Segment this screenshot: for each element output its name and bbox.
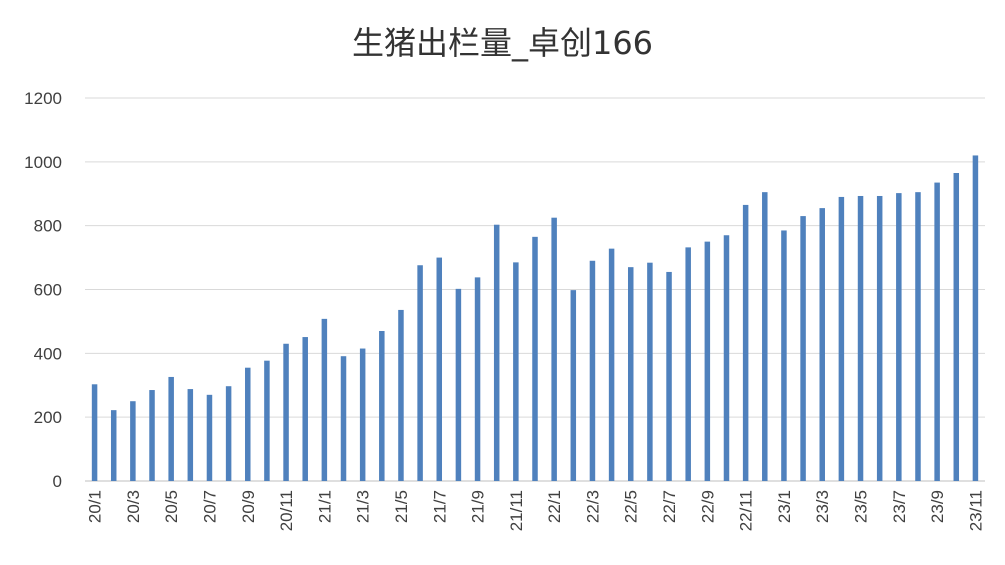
bars [91, 155, 979, 482]
bar [206, 394, 213, 481]
bar [838, 196, 845, 482]
bar [647, 262, 653, 481]
bar [953, 173, 960, 482]
y-tick-label: 800 [34, 217, 62, 236]
bar [436, 257, 443, 481]
x-tick-label: 20/1 [86, 490, 105, 523]
bar [283, 343, 289, 481]
x-tick-label: 22/3 [583, 490, 602, 523]
x-tick-label: 23/5 [852, 490, 871, 523]
bar [762, 192, 768, 481]
x-tick-label: 20/11 [277, 490, 296, 531]
y-tick-label: 0 [53, 472, 62, 491]
bar [704, 241, 711, 481]
x-tick-label: 20/7 [200, 490, 219, 523]
x-tick-label: 20/3 [124, 490, 143, 523]
bar [857, 195, 864, 481]
bar [493, 224, 500, 481]
bar [627, 267, 634, 481]
bar [474, 277, 481, 481]
bar [551, 217, 557, 481]
x-tick-label: 23/1 [775, 490, 794, 523]
x-tick-label: 23/7 [890, 490, 909, 523]
bar [168, 376, 174, 481]
chart-title: 生猪出栏量_卓创166 [351, 24, 654, 62]
bar [723, 235, 730, 481]
bar [264, 360, 270, 481]
bar [187, 389, 194, 481]
bar [896, 193, 902, 481]
x-tick-label: 23/3 [813, 490, 832, 523]
bar [915, 192, 921, 481]
x-tick-label: 22/9 [698, 490, 717, 523]
bar [398, 309, 404, 481]
y-tick-label: 1200 [24, 89, 62, 108]
bar [876, 195, 883, 481]
bar [972, 155, 979, 481]
bar [934, 182, 940, 481]
x-tick-label: 21/9 [469, 490, 488, 523]
bar [685, 247, 691, 481]
x-tick-label: 22/1 [545, 490, 564, 523]
bar [666, 271, 672, 481]
bar [513, 262, 519, 481]
bar [302, 337, 308, 481]
bar [608, 248, 615, 481]
bar [742, 204, 749, 481]
bar [379, 330, 385, 481]
bar [455, 288, 462, 481]
y-tick-label: 600 [34, 281, 62, 300]
x-tick-label: 22/5 [622, 490, 641, 523]
bar [570, 290, 577, 481]
bar [800, 216, 806, 481]
bar [417, 265, 423, 481]
bar [340, 356, 347, 481]
y-tick-label: 400 [34, 344, 62, 363]
bar [110, 410, 117, 481]
bar [245, 367, 251, 481]
x-tick-label: 22/11 [737, 490, 756, 531]
x-tick-label: 21/7 [430, 490, 449, 523]
y-tick-label: 200 [34, 408, 62, 427]
x-tick-label: 23/9 [928, 490, 947, 523]
y-axis-ticks: 0 200 400 600 800 1000 1200 [24, 89, 62, 491]
bar [225, 386, 232, 481]
x-tick-label: 20/5 [162, 490, 181, 523]
x-tick-label: 22/7 [660, 490, 679, 523]
bar [781, 230, 787, 481]
bar [149, 390, 155, 481]
x-tick-label: 21/1 [315, 490, 334, 523]
x-tick-label: 21/5 [392, 490, 411, 523]
bar [321, 318, 328, 481]
y-tick-label: 1000 [24, 153, 62, 172]
bar [91, 384, 98, 481]
x-tick-label: 21/3 [354, 490, 373, 523]
bar [130, 401, 136, 481]
bar [819, 208, 825, 482]
x-tick-label: 20/9 [239, 490, 258, 523]
x-tick-label: 23/11 [966, 490, 985, 531]
x-tick-label: 21/11 [507, 490, 526, 531]
bar [589, 260, 596, 481]
x-axis-ticks: 20/1 20/3 20/5 20/7 20/9 20/11 21/1 21/3 21/5 21/… [86, 490, 986, 531]
bar [532, 236, 538, 481]
bar [359, 348, 366, 481]
